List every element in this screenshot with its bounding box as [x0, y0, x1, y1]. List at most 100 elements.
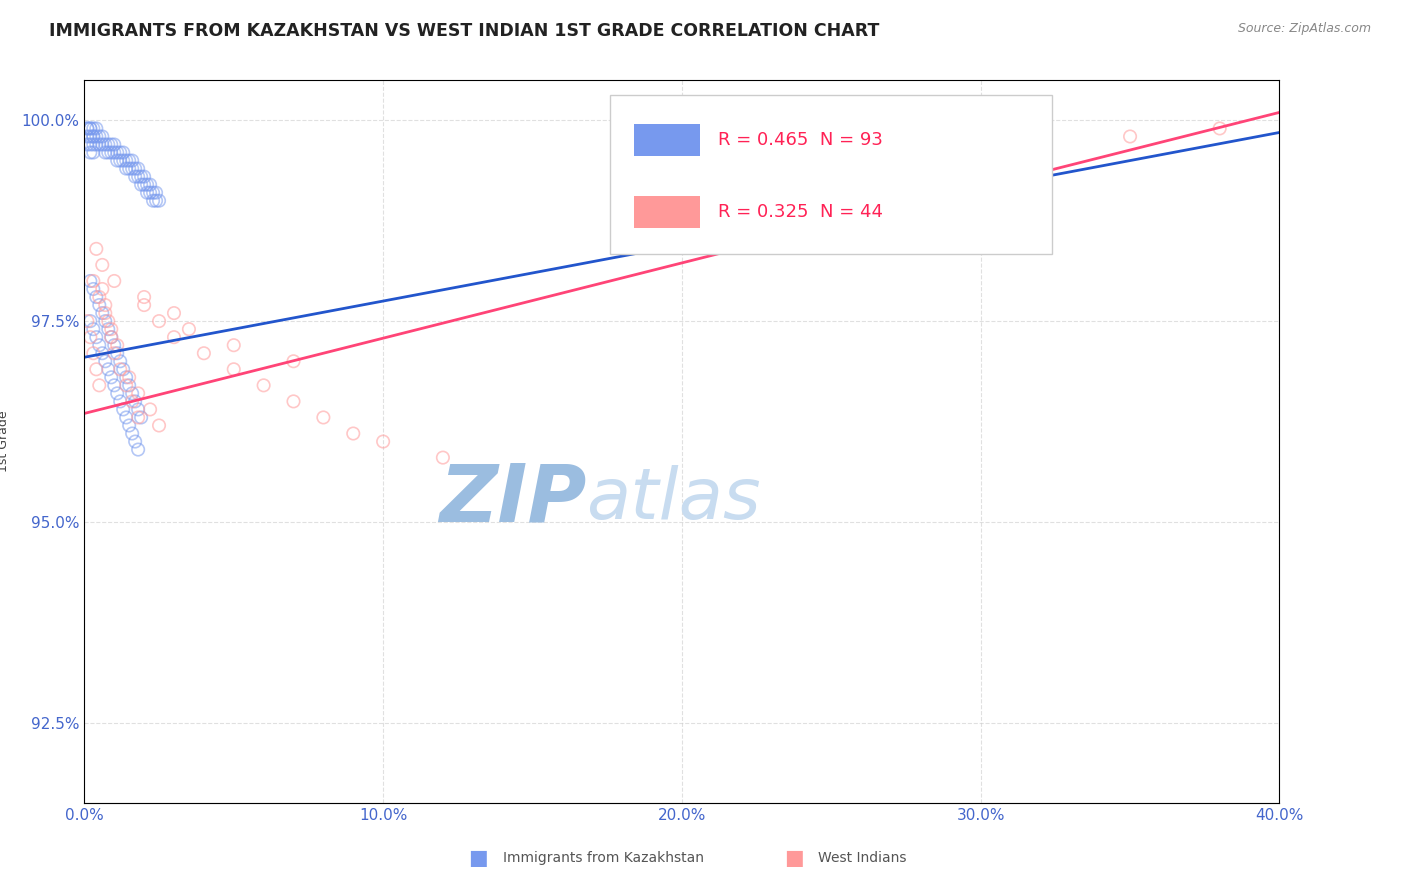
- Point: [139, 402, 162, 417]
- Point: [118, 378, 141, 392]
- Point: [79, 330, 101, 344]
- Point: [94, 354, 117, 368]
- Point: [100, 322, 122, 336]
- Point: [127, 442, 149, 457]
- Point: [91, 137, 114, 152]
- Point: [105, 153, 128, 168]
- Point: [115, 161, 138, 176]
- Text: West Indians: West Indians: [818, 851, 907, 865]
- Point: [127, 386, 149, 401]
- Point: [124, 394, 146, 409]
- Point: [100, 145, 122, 160]
- Text: R = 0.465  N = 93: R = 0.465 N = 93: [718, 130, 883, 149]
- Point: [76, 129, 98, 144]
- Point: [82, 121, 104, 136]
- Y-axis label: 1st Grade: 1st Grade: [0, 410, 10, 473]
- Point: [163, 330, 186, 344]
- Point: [115, 370, 138, 384]
- Point: [86, 129, 108, 144]
- Point: [97, 322, 120, 336]
- Point: [115, 410, 138, 425]
- Point: [86, 330, 108, 344]
- Point: [105, 338, 128, 352]
- Point: [91, 306, 114, 320]
- Point: [86, 362, 108, 376]
- Point: [79, 121, 101, 136]
- Point: [89, 129, 111, 144]
- Point: [115, 378, 138, 392]
- Point: [79, 314, 101, 328]
- Point: [100, 370, 122, 384]
- Point: [373, 434, 395, 449]
- Point: [82, 346, 104, 360]
- Point: [86, 137, 108, 152]
- Point: [79, 129, 101, 144]
- Point: [91, 129, 114, 144]
- Point: [82, 282, 104, 296]
- Point: [105, 145, 128, 160]
- Point: [82, 145, 104, 160]
- Point: [222, 338, 245, 352]
- Point: [103, 378, 125, 392]
- Point: [163, 306, 186, 320]
- Point: [94, 298, 117, 312]
- Point: [91, 346, 114, 360]
- Point: [94, 306, 117, 320]
- Point: [112, 153, 135, 168]
- Point: [136, 178, 159, 192]
- Point: [177, 322, 200, 336]
- Point: [342, 426, 364, 441]
- Point: [82, 322, 104, 336]
- Point: [312, 410, 335, 425]
- Point: [91, 258, 114, 272]
- Point: [129, 410, 152, 425]
- Point: [253, 378, 276, 392]
- Point: [110, 153, 132, 168]
- Point: [1209, 121, 1232, 136]
- Point: [89, 338, 111, 352]
- Point: [110, 354, 132, 368]
- Point: [139, 178, 162, 192]
- Point: [82, 129, 104, 144]
- Point: [82, 137, 104, 152]
- Point: [86, 242, 108, 256]
- Point: [124, 169, 146, 184]
- Point: [283, 394, 305, 409]
- Text: ■: ■: [468, 848, 488, 868]
- Point: [94, 137, 117, 152]
- Point: [89, 298, 111, 312]
- Point: [121, 153, 143, 168]
- Point: [193, 346, 215, 360]
- Text: Source: ZipAtlas.com: Source: ZipAtlas.com: [1237, 22, 1371, 36]
- Point: [121, 161, 143, 176]
- FancyBboxPatch shape: [634, 196, 700, 228]
- Point: [142, 194, 165, 208]
- Point: [76, 121, 98, 136]
- Point: [129, 169, 152, 184]
- Point: [1119, 129, 1142, 144]
- Point: [118, 153, 141, 168]
- Point: [127, 161, 149, 176]
- Point: [100, 330, 122, 344]
- Point: [82, 129, 104, 144]
- Point: [103, 145, 125, 160]
- Point: [110, 362, 132, 376]
- Point: [97, 362, 120, 376]
- Point: [94, 314, 117, 328]
- Point: [103, 137, 125, 152]
- Point: [127, 402, 149, 417]
- Point: [127, 169, 149, 184]
- Point: [132, 178, 156, 192]
- Text: atlas: atlas: [586, 465, 761, 533]
- Point: [103, 346, 125, 360]
- Point: [86, 290, 108, 304]
- Point: [124, 434, 146, 449]
- Point: [121, 426, 143, 441]
- Point: [222, 362, 245, 376]
- Point: [110, 145, 132, 160]
- Point: [91, 282, 114, 296]
- Point: [148, 418, 170, 433]
- Point: [132, 290, 156, 304]
- Point: [118, 418, 141, 433]
- Point: [79, 121, 101, 136]
